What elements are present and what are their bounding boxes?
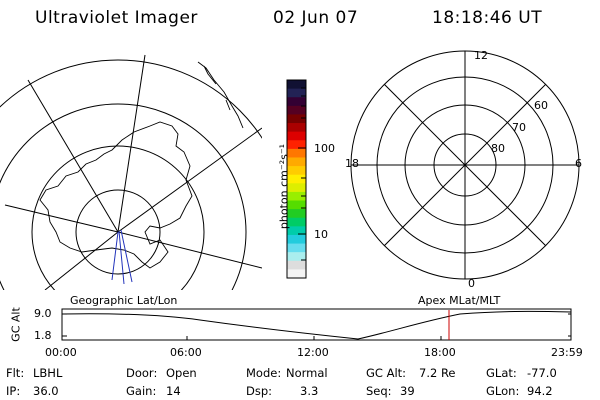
filter-label: Flt: bbox=[6, 366, 25, 380]
colorbar-segment bbox=[287, 97, 306, 107]
colorbar-segment bbox=[287, 260, 306, 270]
colorbar-segment bbox=[287, 157, 306, 167]
seq-label: Seq: bbox=[366, 384, 392, 398]
mode-label: Mode: bbox=[246, 366, 282, 380]
gain-value: 14 bbox=[166, 384, 181, 398]
colorbar-segment bbox=[287, 131, 306, 141]
time-tick-0600: 06:00 bbox=[170, 346, 202, 359]
altitude-ticks bbox=[62, 313, 571, 340]
time-tick-1800: 18:00 bbox=[424, 346, 456, 359]
gcalt-label: GC Alt: bbox=[366, 366, 407, 380]
coastline bbox=[39, 121, 193, 269]
colorbar-segment bbox=[287, 148, 306, 159]
meridian-line bbox=[117, 127, 262, 233]
colorbar-segment bbox=[287, 105, 306, 116]
lat-circle bbox=[75, 189, 161, 275]
ip-label: IP: bbox=[6, 384, 21, 398]
colorbar-segment bbox=[287, 200, 306, 210]
orbit-track bbox=[111, 229, 133, 285]
polar-ring-label-80: 80 bbox=[491, 142, 505, 155]
polar-ring-label-60: 60 bbox=[534, 99, 548, 112]
meridian-line bbox=[117, 54, 146, 233]
colorbar-segment bbox=[287, 80, 306, 90]
colorbar-segment bbox=[287, 166, 306, 176]
glat-label: GLat: bbox=[486, 366, 517, 380]
mode-value: Normal bbox=[286, 366, 328, 380]
colorbar-segment bbox=[287, 140, 306, 150]
polar-label-6: 6 bbox=[575, 157, 582, 170]
colorbar-segment bbox=[287, 234, 306, 245]
polar-plot bbox=[350, 50, 580, 280]
gcalt-value: 7.2 Re bbox=[419, 366, 456, 380]
altitude-ytick-9: 9.0 bbox=[34, 307, 52, 320]
colorbar-unit-label: photon cm⁻²s⁻¹ bbox=[277, 143, 291, 230]
colorbar-segment bbox=[287, 226, 306, 236]
colorbar-segment bbox=[287, 174, 306, 184]
lat-circle bbox=[0, 103, 247, 290]
meridian-line bbox=[27, 79, 119, 233]
colorbar-ticks bbox=[298, 87, 306, 261]
door-label: Door: bbox=[126, 366, 158, 380]
colorbar-frame bbox=[286, 79, 307, 279]
colorbar-tick-100: 100 bbox=[314, 142, 335, 155]
lat-circle bbox=[31, 145, 205, 290]
polar-label-0: 0 bbox=[468, 277, 475, 290]
geographic-map bbox=[0, 54, 262, 290]
colorbar-segment bbox=[287, 269, 306, 279]
glon-label: GLon: bbox=[486, 384, 520, 398]
polar-diagonal bbox=[379, 79, 551, 251]
observation-time: 18:18:46 UT bbox=[432, 8, 543, 28]
colorbar-segment bbox=[287, 114, 306, 124]
meridian-line bbox=[44, 231, 119, 290]
glat-value: -77.0 bbox=[527, 366, 557, 380]
colorbar-segment bbox=[287, 217, 306, 227]
gain-label: Gain: bbox=[126, 384, 157, 398]
dsp-value: 3.3 bbox=[300, 384, 319, 398]
observation-date: 02 Jun 07 bbox=[273, 8, 359, 28]
polar-label-18: 18 bbox=[345, 157, 359, 170]
glon-value: 94.2 bbox=[527, 384, 553, 398]
instrument-title: Ultraviolet Imager bbox=[35, 8, 198, 28]
colorbar-tick-10: 10 bbox=[314, 228, 328, 241]
apex-label: Apex MLat/MLT bbox=[418, 294, 501, 307]
ip-value: 36.0 bbox=[33, 384, 59, 398]
colorbar-segment bbox=[287, 252, 306, 262]
time-tick-2359: 23:59 bbox=[551, 346, 583, 359]
time-tick-0000: 00:00 bbox=[45, 346, 77, 359]
colorbar-segment bbox=[287, 123, 306, 133]
colorbar-segment bbox=[287, 191, 306, 202]
meridian-line bbox=[4, 204, 119, 233]
lat-circle bbox=[0, 59, 262, 139]
filter-value: LBHL bbox=[33, 366, 63, 380]
altitude-ytick-1-8: 1.8 bbox=[34, 329, 52, 342]
colorbar-segment bbox=[287, 88, 306, 98]
door-value: Open bbox=[166, 366, 197, 380]
dsp-label: Dsp: bbox=[246, 384, 273, 398]
colorbar-segment bbox=[287, 243, 306, 253]
colorbar bbox=[287, 80, 306, 279]
coastline bbox=[197, 61, 244, 129]
geographic-label: Geographic Lat/Lon bbox=[70, 294, 178, 307]
time-tick-1200: 12:00 bbox=[297, 346, 329, 359]
altitude-ylabel: GC Alt bbox=[9, 307, 23, 342]
polar-label-12: 12 bbox=[474, 49, 488, 62]
polar-ring-label-70: 70 bbox=[512, 121, 526, 134]
meridian-line bbox=[117, 231, 262, 269]
altitude-plot-frame bbox=[61, 308, 572, 341]
altitude-curve bbox=[61, 310, 572, 340]
seq-value: 39 bbox=[400, 384, 415, 398]
colorbar-segment bbox=[287, 209, 306, 219]
colorbar-segment bbox=[287, 183, 306, 193]
